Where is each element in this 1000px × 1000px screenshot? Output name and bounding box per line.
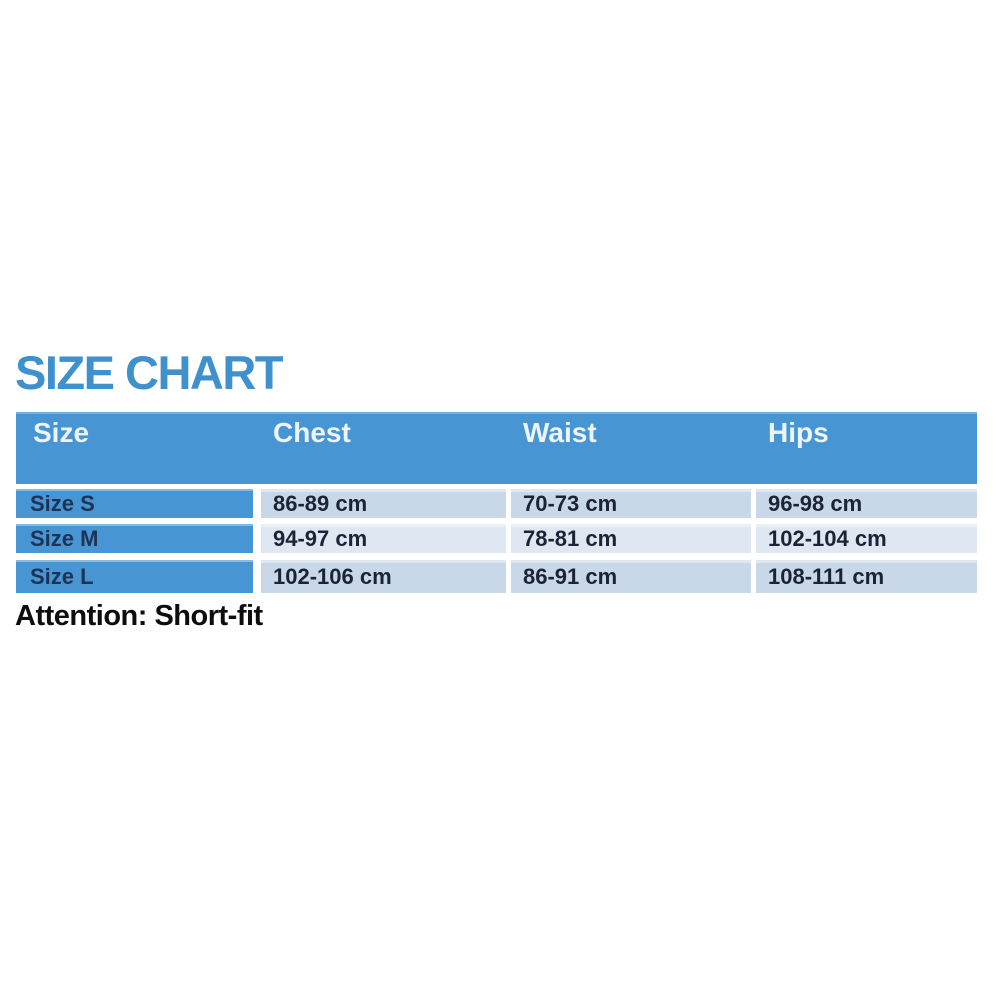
column-gutter [253, 560, 261, 593]
column-header-waist: Waist [523, 417, 597, 448]
attention-note: Attention: Short-fit [15, 600, 263, 632]
column-gutter [253, 524, 261, 553]
cell-waist-l: 86-91 cm [511, 560, 751, 593]
cell-chest-m: 94-97 cm [261, 524, 506, 553]
cell-hips-m: 102-104 cm [756, 524, 977, 553]
table-row-size-m: Size M 94-97 cm 78-81 cm 102-104 cm [16, 524, 977, 553]
column-gutter [253, 412, 261, 484]
row-label-size-s: Size S [16, 489, 253, 518]
cell-hips-l: 108-111 cm [756, 560, 977, 593]
table-row-size-l: Size L 102-106 cm 86-91 cm 108-111 cm [16, 560, 977, 593]
page-title: SIZE CHART [15, 346, 284, 399]
cell-chest-l: 102-106 cm [261, 560, 506, 593]
cell-chest-s: 86-89 cm [261, 489, 506, 518]
column-gutter [253, 489, 261, 518]
table-header-row: Size Chest Waist Hips [16, 412, 977, 484]
cell-waist-s: 70-73 cm [511, 489, 751, 518]
size-table: Size Chest Waist Hips Size S 86-89 cm 70… [16, 412, 977, 593]
cell-waist-m: 78-81 cm [511, 524, 751, 553]
row-label-size-l: Size L [16, 560, 253, 593]
row-label-size-m: Size M [16, 524, 253, 553]
cell-hips-s: 96-98 cm [756, 489, 977, 518]
column-header-size: Size [33, 417, 90, 448]
column-header-chest: Chest [273, 417, 351, 448]
column-header-hips: Hips [768, 417, 829, 448]
table-row-size-s: Size S 86-89 cm 70-73 cm 96-98 cm [16, 489, 977, 518]
